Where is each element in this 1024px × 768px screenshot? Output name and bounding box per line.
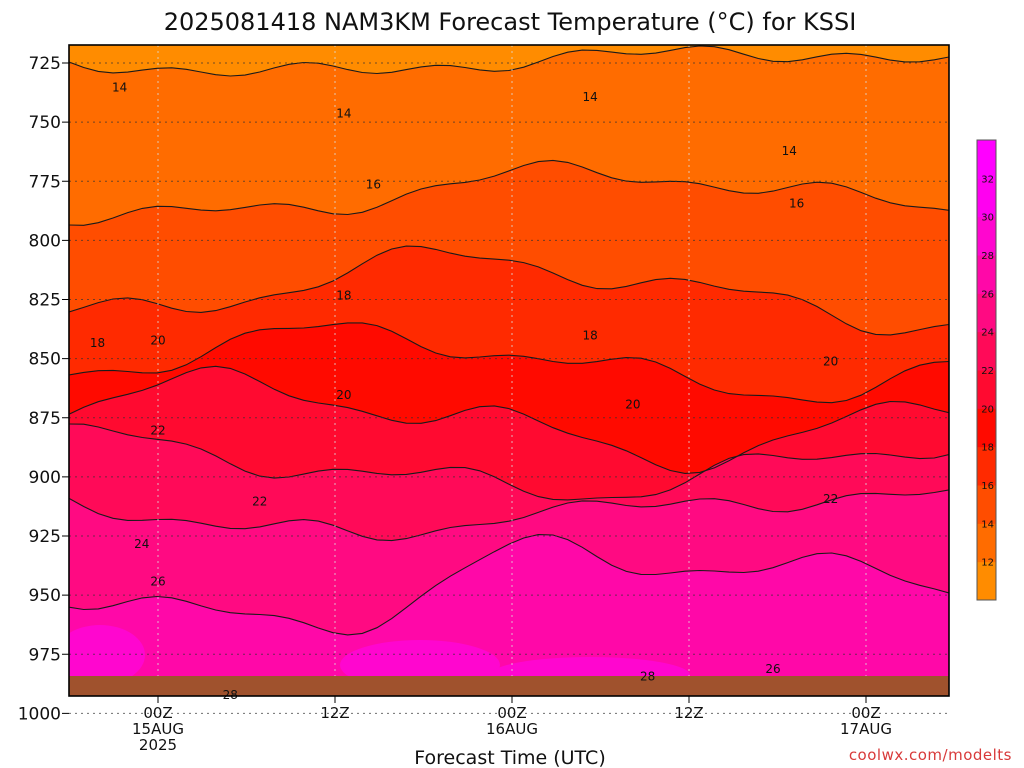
contour-label: 18 [583,329,598,343]
colorbar-label: 26 [981,289,994,300]
colorbar-swatch [977,370,996,409]
y-tick-label: 875 [29,409,61,429]
contour-label: 18 [90,336,105,350]
colorbar-swatch [977,446,996,486]
x-tick-label: 00Z [143,704,172,722]
contour-label: 14 [112,80,127,94]
contour-line [69,159,949,226]
colorbar-swatch [977,293,996,333]
x-tick-label: 16AUG [486,720,538,738]
contour-label: 28 [223,688,238,702]
contour-label: 18 [336,289,351,303]
contour-label: 22 [150,423,165,437]
y-tick-label: 725 [29,54,61,74]
contour-label: 16 [789,196,804,210]
contour-label: 16 [366,177,381,191]
contour-label: 14 [336,106,351,120]
x-tick-label: 00Z [851,704,880,722]
contour-label: 20 [823,355,838,369]
contour-lines [69,45,949,636]
contour-label: 20 [150,333,165,347]
y-tick-label: 800 [29,231,61,251]
credit-link[interactable]: coolwx.com/modelts [849,746,1012,764]
contour-label: 20 [625,397,640,411]
contour-label: 24 [134,537,149,551]
y-tick-label: 850 [29,350,61,370]
colorbar-swatch [977,523,996,563]
y-tick-label: 925 [29,527,61,547]
contour-label: 22 [252,494,267,508]
colorbar-label: 14 [981,519,994,530]
y-tick-label: 900 [29,468,61,488]
contour-label: 14 [782,144,797,158]
colorbar-label: 28 [981,251,994,262]
contour-label: 26 [765,662,780,676]
contour-label: 20 [336,388,351,402]
grid-lines [69,45,949,714]
x-axis-label: Forecast Time (UTC) [414,747,605,768]
colorbar-label: 32 [981,174,994,185]
colorbar-swatch [977,408,996,448]
colorbar-swatch [977,561,996,601]
colorbar-label: 16 [981,481,994,492]
colorbar-swatch [977,216,996,256]
colorbar-swatch [977,140,996,179]
contour-line [69,534,949,636]
colorbar-label: 20 [981,404,994,415]
contour-line [69,365,949,474]
colorbar-frame [976,139,997,601]
contour-line [69,423,949,501]
contour-label: 22 [823,492,838,506]
y-tick-label: 750 [29,113,61,133]
temperature-band [69,534,949,696]
contour-line [69,45,949,77]
colorbar-label: 18 [981,443,994,454]
colorbar: 12 14 16 18 20 22 24 26 28 30 32 [976,139,997,601]
temperature-bands [69,45,949,696]
y-tick-label: 1000 [18,704,61,724]
x-tick-label: 15AUG [132,720,184,738]
y-tick-label: 825 [29,291,61,311]
contour-labels: 14 14 14 14 16 16 18 18 18 20 20 20 20 22 22 22 24 26 26 28… [90,80,838,702]
x-tick-label: 2025 [139,736,177,754]
y-axis: 725 750 775 800 825 850 875 900 925 950 975 1000 [18,54,69,724]
x-tick-label: 17AUG [840,720,892,738]
colorbar-label: 12 [981,558,994,569]
colorbar-swatch [977,255,996,294]
colorbar-swatch [977,485,996,524]
contour-label: 14 [583,90,598,104]
y-tick-label: 975 [29,645,61,665]
x-tick-label: 12Z [674,704,703,722]
warm-pocket [69,625,145,685]
chart-title: 2025081418 NAM3KM Forecast Temperature (… [164,8,857,36]
colorbar-label: 30 [981,213,994,224]
contour-label: 26 [150,575,165,589]
plot-frame [68,44,950,697]
colorbar-swatch [977,331,996,371]
y-tick-label: 775 [29,172,61,192]
y-tick-label: 950 [29,586,61,606]
contour-line [69,322,949,404]
colorbar-label: 22 [981,366,994,377]
contour-label: 28 [640,669,655,683]
x-tick-label: 12Z [320,704,349,722]
colorbar-swatch [977,178,996,218]
contour-line [69,489,949,542]
colorbar-label: 24 [981,328,994,339]
ground-strip [69,676,949,696]
x-tick-label: 00Z [497,704,526,722]
